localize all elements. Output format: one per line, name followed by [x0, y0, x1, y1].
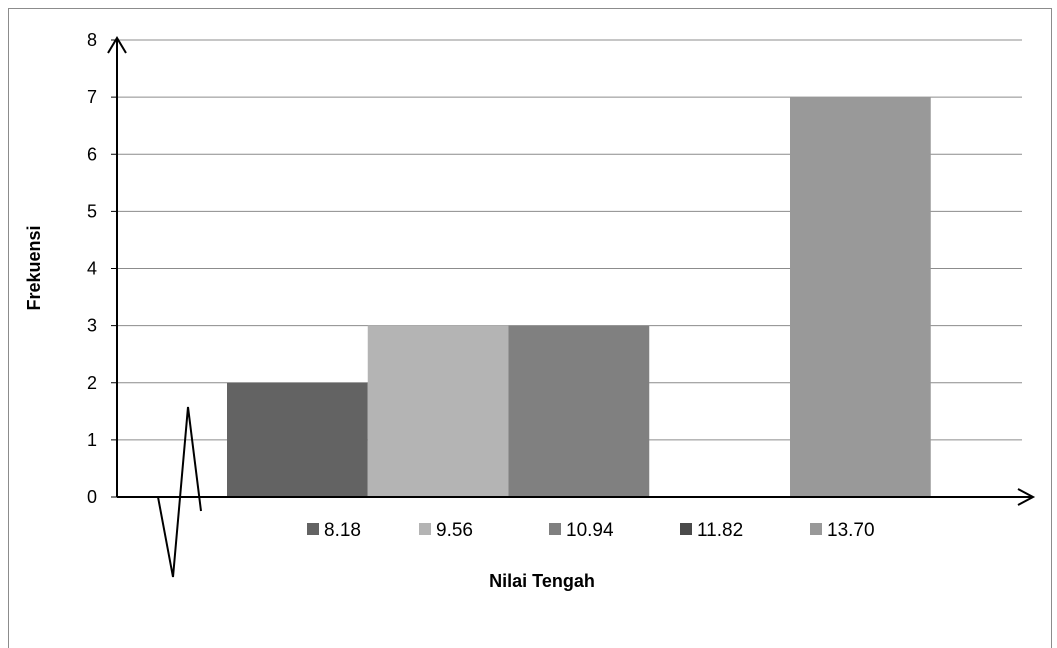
y-tick-label: 7 — [87, 87, 97, 107]
y-tick-label: 1 — [87, 430, 97, 450]
y-axis-arrowhead — [107, 36, 127, 54]
x-axis-title: Nilai Tengah — [489, 571, 595, 591]
y-tick-labels: 0 1 2 3 4 5 6 7 8 — [87, 30, 97, 507]
legend-swatch — [307, 523, 319, 535]
legend-swatch — [549, 523, 561, 535]
x-axis-arrowhead — [1017, 488, 1036, 506]
legend-label: 11.82 — [697, 520, 743, 541]
y-tick-label: 8 — [87, 30, 97, 50]
axis-break-symbol — [117, 406, 202, 578]
legend-swatch — [810, 523, 822, 535]
bar-13.70 — [790, 97, 931, 497]
legend-label: 9.56 — [436, 520, 473, 541]
y-tick-label: 2 — [87, 373, 97, 393]
legend: 8.18 9.56 10.94 11.82 13.70 — [307, 520, 875, 541]
y-tick-label: 6 — [87, 144, 97, 164]
legend-swatch — [680, 523, 692, 535]
bars — [227, 97, 931, 497]
legend-label: 10.94 — [566, 520, 614, 541]
y-tick-label: 0 — [87, 487, 97, 507]
chart-frame — [8, 8, 1052, 648]
y-tick-label: 5 — [87, 201, 97, 221]
bar-9.56 — [367, 325, 509, 497]
y-tick-label: 4 — [87, 259, 97, 279]
legend-label: 13.70 — [827, 520, 875, 541]
bar-10.94 — [508, 325, 650, 497]
legend-swatch — [419, 523, 431, 535]
bar-8.18 — [227, 382, 368, 497]
y-axis-title: Frekuensi — [24, 225, 44, 310]
y-tick-label: 3 — [87, 316, 97, 336]
legend-label: 8.18 — [324, 520, 361, 541]
